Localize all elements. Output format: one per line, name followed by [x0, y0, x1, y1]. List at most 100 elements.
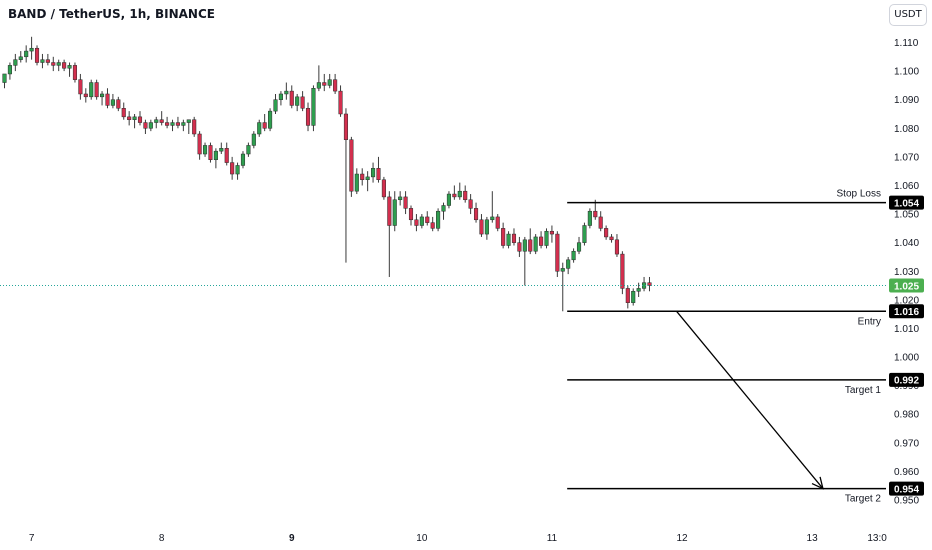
candle-body — [544, 230, 549, 246]
candle-body — [289, 90, 294, 106]
candle — [642, 276, 647, 292]
candle-body — [452, 193, 457, 198]
price-tick-label: 1.110 — [894, 38, 919, 49]
candle-body — [2, 73, 7, 83]
candle — [604, 225, 609, 240]
candle-body — [246, 145, 251, 155]
candle — [159, 111, 164, 126]
candle-body — [436, 210, 441, 229]
candle — [408, 205, 414, 226]
candle-body — [305, 108, 311, 126]
candle-body — [333, 79, 338, 92]
candle — [436, 208, 441, 232]
candle-body — [490, 216, 495, 221]
candle — [273, 93, 278, 114]
candle — [549, 225, 554, 243]
candle — [517, 236, 522, 257]
candle-body — [284, 90, 289, 95]
candle-body — [349, 139, 354, 192]
price-badge-target-1: 0.992 — [889, 372, 924, 387]
candle — [100, 91, 105, 106]
candle-body — [62, 62, 67, 69]
candle — [219, 142, 224, 155]
candle-body — [614, 239, 620, 255]
candle-body — [647, 282, 652, 286]
candle-body — [83, 93, 88, 98]
candle — [240, 151, 246, 169]
candle-body — [105, 93, 110, 106]
candle-body — [251, 133, 256, 146]
trade-levels[interactable]: Stop Loss Entry Target 1 Target 2 — [567, 189, 886, 505]
candle-body — [278, 93, 283, 100]
candle — [539, 231, 544, 249]
candle — [132, 113, 137, 129]
candle — [414, 214, 419, 232]
candle — [170, 119, 175, 132]
candle — [571, 248, 576, 263]
candle-body — [425, 216, 430, 223]
price-badge-target-2-bg — [889, 481, 924, 496]
candle-body — [636, 288, 641, 292]
candle-body — [192, 119, 197, 135]
projection-arrow[interactable] — [676, 310, 824, 490]
price-tick-label: 1.060 — [894, 181, 919, 192]
candle — [333, 73, 338, 94]
candle-body — [159, 119, 164, 123]
level-stop-loss: Stop Loss — [567, 189, 886, 204]
candle — [349, 136, 354, 197]
candle — [246, 142, 251, 157]
time-tick-label: 13 — [807, 533, 819, 544]
candle-body — [224, 148, 229, 163]
candle-body — [72, 65, 78, 80]
candle — [311, 85, 316, 132]
candle-body — [360, 173, 365, 180]
candle — [631, 288, 636, 306]
candle-body — [165, 122, 170, 126]
candle-body — [528, 239, 533, 252]
candle-body — [463, 190, 468, 201]
level-entry: Entry — [567, 310, 886, 327]
currency-button[interactable]: USDT — [889, 4, 927, 26]
candle — [647, 276, 652, 292]
time-axis[interactable]: 7 8 9 10 11 12 13 13:0 — [29, 533, 887, 544]
candle — [620, 251, 625, 295]
price-tick-label: 1.070 — [894, 152, 919, 163]
candle — [284, 82, 289, 100]
candle — [89, 79, 94, 100]
candle — [56, 59, 61, 72]
candle-body — [186, 119, 191, 123]
candle-body — [316, 82, 321, 89]
candle-body — [170, 122, 175, 126]
candle — [105, 88, 110, 109]
candle — [116, 96, 121, 112]
candle — [392, 191, 397, 232]
candle — [165, 116, 170, 129]
candle — [419, 214, 424, 229]
candle-body — [549, 230, 554, 235]
candle — [192, 116, 197, 137]
candle-body — [625, 288, 630, 303]
candle-body — [381, 179, 386, 198]
candle — [544, 228, 549, 249]
candle-body — [56, 62, 61, 66]
candle-body — [7, 65, 12, 75]
candle-body — [414, 219, 419, 226]
candle — [398, 191, 403, 206]
candle — [24, 45, 29, 63]
price-badge-stop-loss: 1.054 — [889, 195, 924, 210]
candle — [127, 111, 132, 126]
candle — [34, 45, 40, 66]
candle — [625, 285, 630, 309]
candle-body — [181, 122, 186, 126]
price-badge-target-1-text: 0.992 — [894, 376, 919, 387]
candle-body — [408, 208, 414, 221]
candle — [148, 119, 153, 132]
candle — [560, 262, 565, 312]
candle-body — [495, 216, 500, 229]
candle-body — [300, 96, 305, 109]
candle — [381, 176, 386, 200]
price-axis[interactable]: 1.110 1.100 1.090 1.080 1.070 1.060 1.050 1.040… — [889, 38, 924, 507]
candle-body — [446, 193, 451, 206]
candle-body — [403, 196, 408, 209]
